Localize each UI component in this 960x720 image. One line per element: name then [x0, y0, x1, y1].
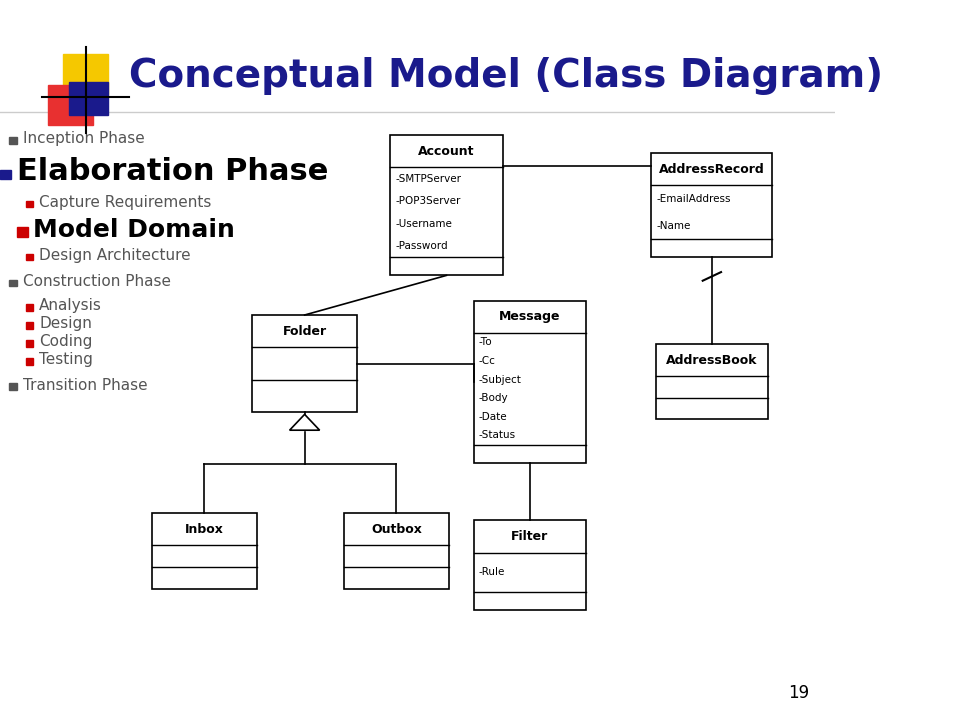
Bar [26, 201, 34, 207]
Bar [16, 227, 28, 236]
Text: -Rule: -Rule [479, 567, 505, 577]
Text: -To: -To [479, 337, 492, 347]
Text: Conceptual Model (Class Diagram): Conceptual Model (Class Diagram) [130, 57, 883, 94]
Bar [390, 135, 503, 276]
Text: Capture Requirements: Capture Requirements [39, 194, 211, 210]
Text: Testing: Testing [39, 352, 93, 367]
Bar [473, 520, 587, 611]
Bar [656, 344, 768, 419]
Bar [153, 513, 256, 589]
Bar [62, 54, 108, 94]
Bar [48, 85, 93, 125]
Text: -Name: -Name [657, 221, 691, 231]
Bar [473, 301, 587, 463]
Text: Coding: Coding [39, 334, 92, 349]
Text: Elaboration Phase: Elaboration Phase [16, 158, 328, 186]
Text: Outbox: Outbox [371, 523, 421, 536]
Text: -SMTPServer: -SMTPServer [396, 174, 461, 184]
Text: Construction Phase: Construction Phase [22, 274, 171, 289]
Text: Account: Account [419, 145, 475, 158]
Bar [252, 315, 357, 412]
Text: Inception Phase: Inception Phase [22, 131, 144, 146]
Text: -Date: -Date [479, 412, 507, 422]
Text: -Body: -Body [479, 393, 508, 403]
Text: Folder: Folder [282, 325, 326, 338]
Bar [10, 383, 16, 390]
Text: Transition Phase: Transition Phase [22, 377, 147, 392]
Bar [26, 323, 34, 328]
Text: -Subject: -Subject [479, 374, 521, 384]
Text: -Status: -Status [479, 431, 516, 441]
Bar [345, 513, 448, 589]
Text: -POP3Server: -POP3Server [396, 196, 461, 206]
Text: Message: Message [499, 310, 561, 323]
Text: AddressBook: AddressBook [666, 354, 757, 366]
Text: Design Architecture: Design Architecture [39, 248, 191, 263]
Text: Model Domain: Model Domain [34, 217, 235, 241]
Polygon shape [290, 415, 320, 431]
Text: Inbox: Inbox [185, 523, 224, 536]
Text: Design: Design [39, 316, 92, 331]
Text: -Cc: -Cc [479, 356, 495, 366]
Text: 19: 19 [788, 684, 809, 702]
Bar [0, 170, 11, 179]
Text: -EmailAddress: -EmailAddress [657, 194, 731, 204]
Bar [26, 254, 34, 261]
Text: -Username: -Username [396, 219, 452, 229]
Text: Analysis: Analysis [39, 298, 102, 313]
Bar [69, 81, 108, 115]
Text: Filter: Filter [512, 530, 548, 543]
Bar [26, 340, 34, 347]
Bar [10, 280, 16, 287]
Bar [652, 153, 773, 258]
Text: AddressRecord: AddressRecord [659, 163, 765, 176]
Text: -Password: -Password [396, 241, 447, 251]
Bar [10, 137, 16, 143]
Bar [26, 359, 34, 365]
Bar [26, 304, 34, 311]
